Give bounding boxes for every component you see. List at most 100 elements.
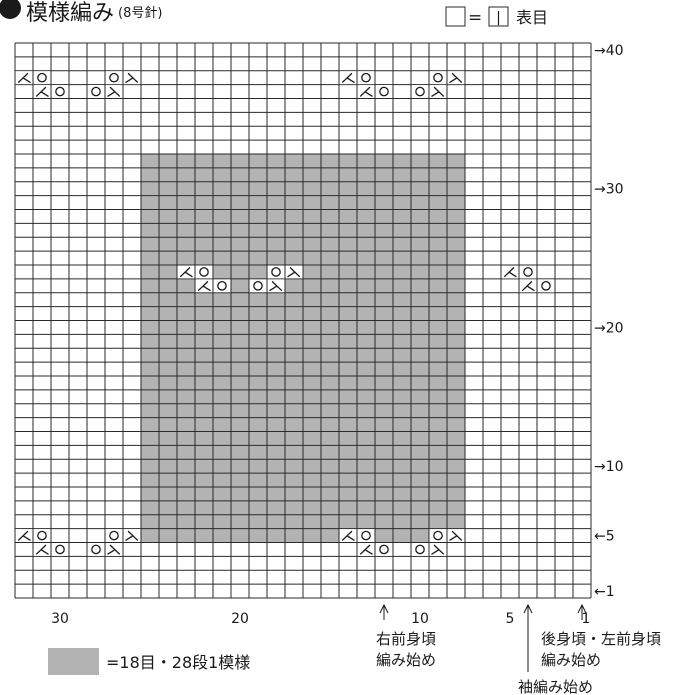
symbol-cell-bg [519, 265, 537, 279]
arrow-head-icon [577, 603, 587, 614]
yarn-over-icon [433, 72, 443, 83]
symbol-cell-bg [105, 71, 123, 85]
symbol-cell-bg [357, 71, 375, 85]
k2tog-decrease-icon [341, 72, 355, 84]
yarn-over-icon [91, 86, 101, 97]
yarn-over-icon [271, 267, 281, 277]
yarn-over-icon [55, 544, 65, 555]
needle-size: (8号針) [118, 6, 162, 21]
ssk-decrease-icon [269, 280, 283, 292]
yarn-over-icon [379, 86, 389, 97]
yarn-over-icon [433, 530, 443, 541]
legend-equals: = [468, 8, 482, 28]
k2tog-decrease-icon [35, 86, 49, 97]
arrow-head-icon [523, 603, 533, 614]
yarn-over-icon [109, 530, 119, 541]
k2tog-decrease-icon [341, 530, 355, 541]
yarn-over-icon [55, 86, 65, 97]
k2tog-decrease-icon [17, 72, 31, 84]
symbol-cell-bg [51, 543, 69, 556]
k2tog-decrease-icon [35, 544, 49, 555]
start-marker-label: 右前身頃 [376, 630, 436, 648]
symbol-cell-bg [33, 529, 51, 542]
symbol-cell-bg [411, 85, 429, 98]
legend-repeat-label: =18目・28段1模様 [106, 653, 250, 672]
ssk-decrease-icon [449, 72, 463, 84]
stitch-symbols [15, 71, 555, 556]
yarn-over-icon [523, 267, 533, 277]
legend-blank-cell [445, 6, 466, 27]
column-label: 30 [51, 611, 69, 627]
yarn-over-icon [361, 530, 371, 541]
row-label: ←1 [594, 584, 615, 600]
start-marker-label: 編み始め [541, 651, 601, 669]
ssk-decrease-icon [431, 86, 445, 97]
legend-shade-swatch [48, 648, 99, 675]
ssk-decrease-icon [431, 544, 445, 555]
symbol-cell-bg [267, 265, 285, 279]
symbol-cell-bg [105, 529, 123, 542]
yarn-over-icon [37, 530, 47, 541]
row-labels: →40 →30 →20 →10 ←5 ←1 [594, 43, 624, 600]
symbol-cell-bg [375, 543, 393, 556]
row-label: →20 [594, 320, 624, 336]
arrow-head-icon [379, 603, 389, 614]
column-label: 1 [582, 611, 591, 627]
start-marker: 袖編み始め [518, 603, 593, 695]
row-label: →40 [594, 43, 624, 59]
row-label: →10 [594, 459, 624, 475]
symbol-cell-bg [249, 279, 267, 293]
column-label: 10 [411, 611, 429, 627]
row-label: ←5 [594, 529, 615, 545]
symbol-cell-bg [357, 529, 375, 542]
yarn-over-icon [415, 544, 425, 555]
yarn-over-icon [379, 544, 389, 555]
ssk-decrease-icon [125, 530, 139, 541]
yarn-over-icon [91, 544, 101, 555]
symbol-cell-bg [87, 543, 105, 556]
legend-knit-cell [488, 6, 509, 27]
legend-knit-label: 表目 [516, 8, 548, 27]
symbol-cell-bg [33, 71, 51, 85]
yarn-over-icon [109, 72, 119, 83]
chart-title: 模様編み [26, 1, 114, 26]
symbol-cell-bg [429, 71, 447, 85]
stitch-grid [14, 42, 592, 599]
row-label: →30 [594, 182, 624, 198]
ssk-decrease-icon [107, 86, 121, 97]
yarn-over-icon [217, 280, 227, 291]
start-marker-label: 編み始め [376, 651, 436, 669]
ssk-decrease-icon [287, 267, 301, 278]
symbol-cell-bg [429, 529, 447, 542]
symbol-cell-bg [195, 265, 213, 279]
k2tog-decrease-icon [359, 86, 373, 97]
k2tog-decrease-icon [17, 530, 31, 541]
column-label: 20 [231, 611, 249, 627]
k2tog-decrease-icon [521, 280, 535, 292]
yarn-over-icon [541, 280, 551, 291]
start-marker-label: 袖編み始め [518, 678, 593, 695]
title-bullet-icon [0, 0, 21, 19]
symbol-cell-bg [375, 85, 393, 98]
yarn-over-icon [253, 280, 263, 291]
ssk-decrease-icon [107, 544, 121, 555]
yarn-over-icon [415, 86, 425, 97]
k2tog-decrease-icon [197, 280, 211, 292]
column-labels: 30 20 10 5 1 [51, 611, 590, 627]
ssk-decrease-icon [449, 530, 463, 541]
symbol-cell-bg [87, 85, 105, 98]
legend-knit-symbol: | [496, 10, 501, 26]
symbol-cell-bg [537, 279, 555, 293]
column-label: 5 [506, 611, 515, 627]
yarn-over-icon [37, 72, 47, 83]
yarn-over-icon [361, 72, 371, 83]
symbol-cell-bg [213, 279, 231, 293]
start-marker-label: 後身頃・左前身頃 [541, 630, 661, 648]
symbol-cell-bg [411, 543, 429, 556]
symbol-cell-bg [51, 85, 69, 98]
k2tog-decrease-icon [359, 544, 373, 555]
